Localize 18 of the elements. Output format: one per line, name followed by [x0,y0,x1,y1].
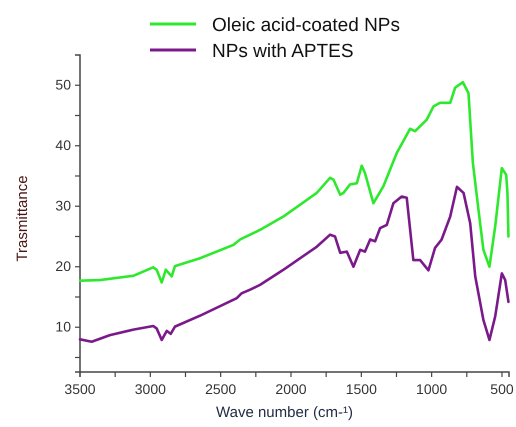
x-tick-label: 500 [490,380,514,397]
x-tick-label: 3000 [134,380,166,397]
line-series [78,80,510,284]
x-tick-label: 2500 [205,380,236,397]
x-tick-label: 3500 [64,380,96,397]
y-tick-label: 10 [55,318,72,335]
y-tick-label: 40 [55,137,72,154]
x-axis-title: Wave number (cm-¹) [216,404,353,421]
y-tick-label: 20 [55,258,72,274]
legend-label: Oleic acid-coated NPs [212,15,400,36]
line-series [78,186,510,344]
y-tick-label: 50 [55,76,72,93]
x-tick-label: 1000 [416,380,448,397]
x-tick-label: 2000 [275,380,307,397]
y-tick-label: 30 [55,198,72,214]
y-axis-title: Trasmittance [14,175,31,262]
legend-label: NPs with APTES [212,41,354,62]
x-tick-label: 1500 [346,380,378,397]
